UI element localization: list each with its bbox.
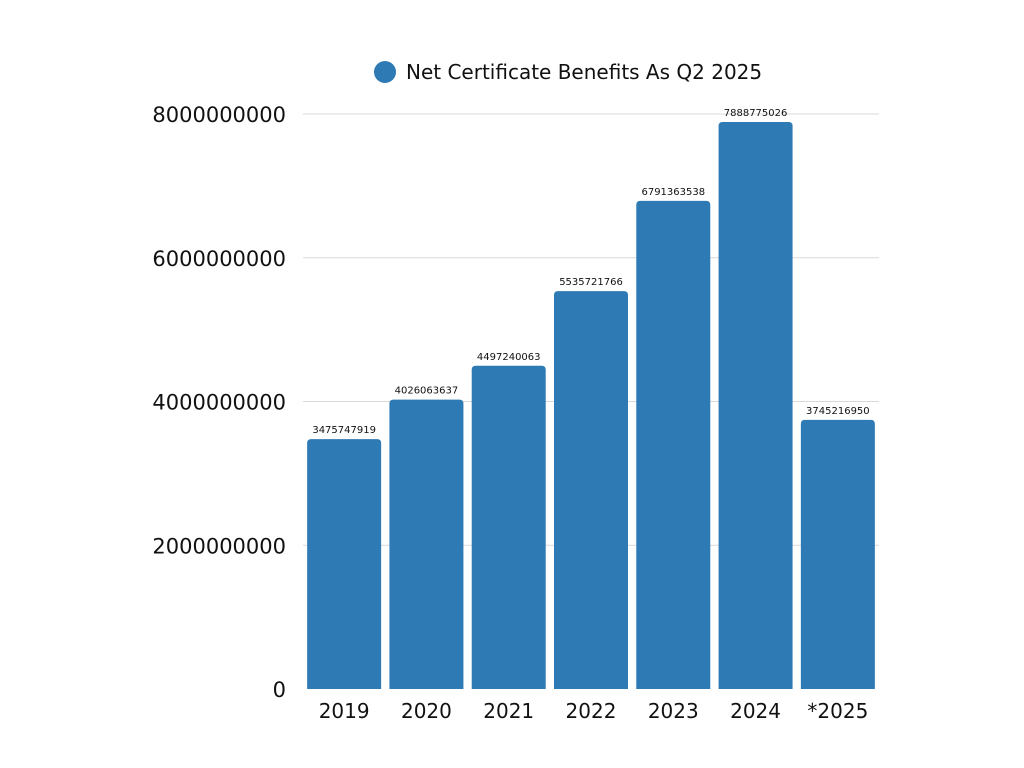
x-tick-label: 2020 bbox=[401, 699, 452, 723]
bar-2023 bbox=[636, 200, 711, 690]
bars bbox=[307, 121, 875, 690]
legend-label: Net Certificate Benefits As Q2 2025 bbox=[406, 60, 762, 84]
data-label: 3745216950 bbox=[806, 406, 870, 417]
bar-2019 bbox=[307, 439, 382, 689]
x-tick-label: 2024 bbox=[730, 699, 781, 723]
bar-2025 bbox=[800, 419, 875, 689]
data-labels: 3475747919 4026063637 4497240063 5535721766… bbox=[312, 108, 869, 436]
legend: Net Certificate Benefits As Q2 2025 bbox=[374, 60, 762, 84]
x-tick-label: 2019 bbox=[319, 699, 370, 723]
data-label: 3475747919 bbox=[312, 425, 376, 436]
x-tick-label: 2022 bbox=[566, 699, 617, 723]
bar-2022 bbox=[554, 291, 628, 689]
bar-2024 bbox=[718, 121, 793, 690]
x-tick-label: 2023 bbox=[648, 699, 699, 723]
x-tick-label: *2025 bbox=[807, 699, 868, 723]
x-axis-tick-labels: 2019 2020 2021 2022 2023 2024 *2025 bbox=[319, 699, 869, 723]
y-axis-tick-labels: 0 2000000000 4000000000 6000000000 800000000… bbox=[152, 103, 286, 702]
y-tick-label: 8000000000 bbox=[152, 103, 286, 127]
y-tick-label: 0 bbox=[273, 678, 286, 702]
legend-swatch bbox=[374, 61, 396, 83]
data-label: 4497240063 bbox=[477, 352, 541, 363]
x-tick-label: 2021 bbox=[483, 699, 534, 723]
bar-2020 bbox=[389, 399, 464, 689]
data-label: 7888775026 bbox=[724, 108, 788, 119]
data-label: 4026063637 bbox=[395, 386, 459, 397]
data-label: 5535721766 bbox=[559, 277, 623, 288]
y-tick-label: 2000000000 bbox=[152, 534, 286, 558]
data-label: 6791363538 bbox=[641, 187, 705, 198]
bar-2021 bbox=[471, 365, 546, 689]
y-tick-label: 4000000000 bbox=[152, 391, 286, 415]
y-tick-label: 6000000000 bbox=[152, 247, 286, 271]
